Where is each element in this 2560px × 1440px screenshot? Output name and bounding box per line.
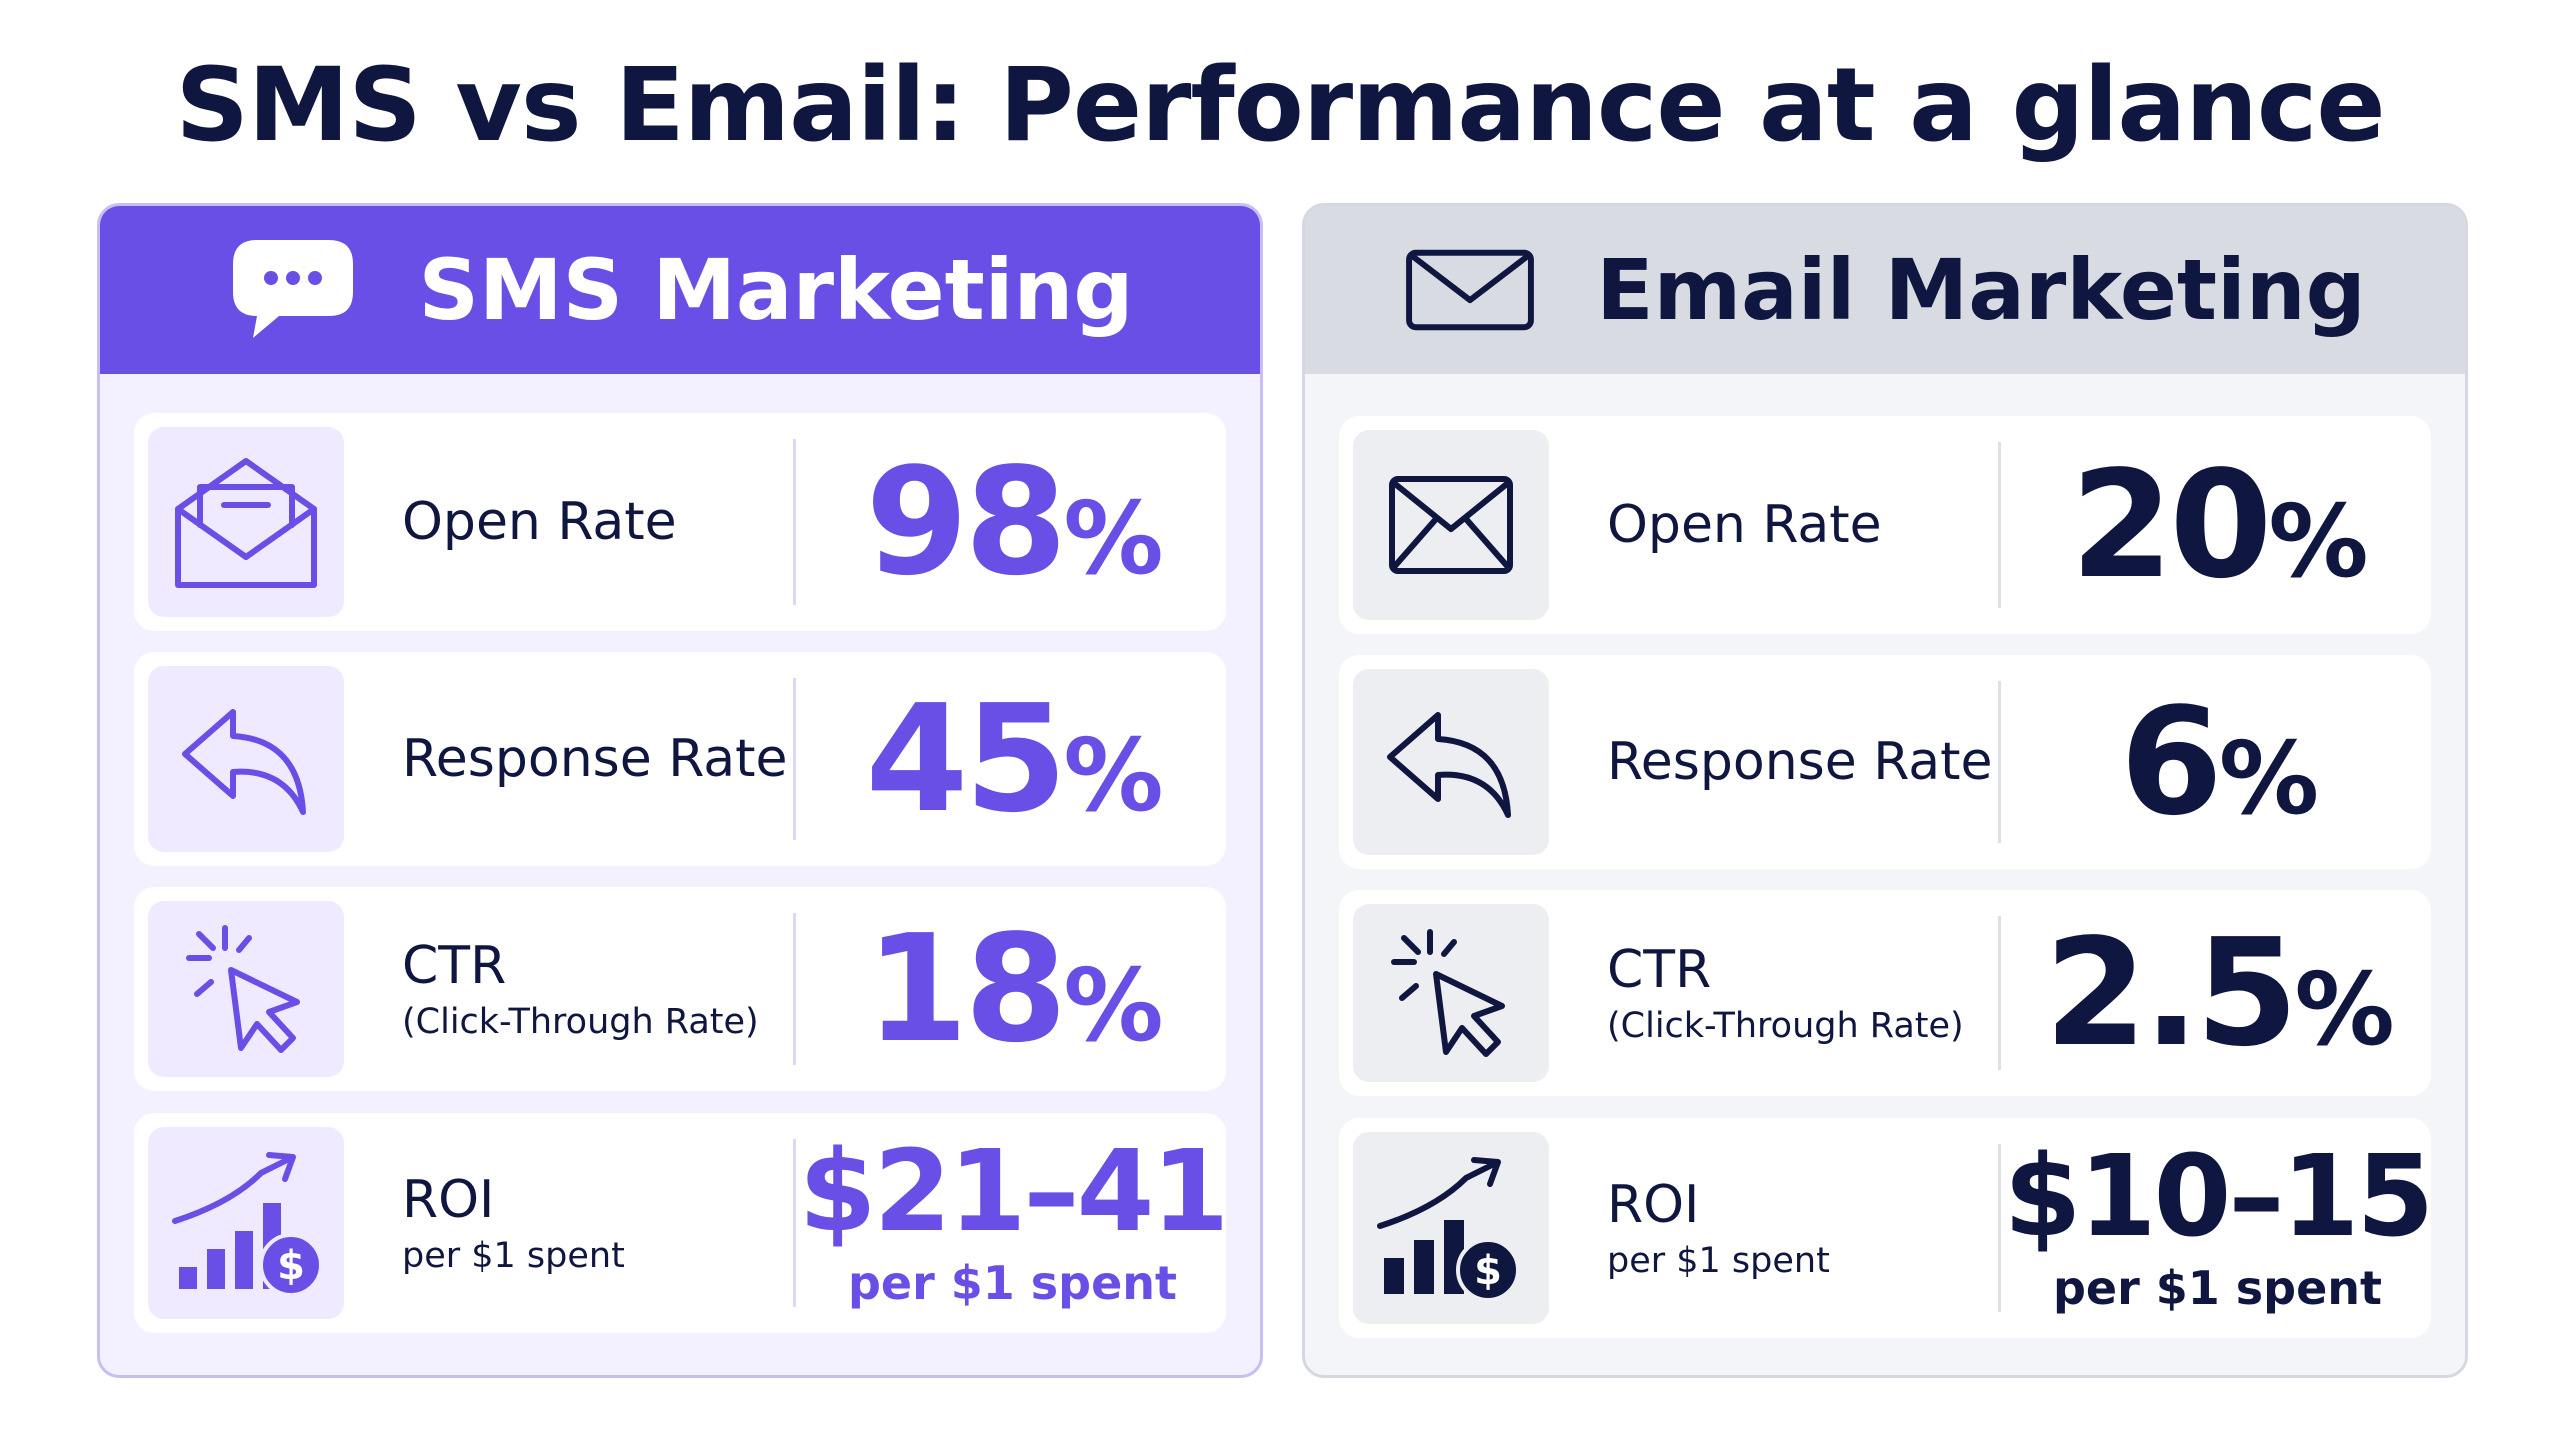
email-open-rate-value: 20% [2070,439,2368,611]
sms-roi-value: $21–41 [798,1127,1230,1257]
sms-panel-title: SMS Marketing [418,241,1134,339]
svg-text:$: $ [277,1243,305,1289]
row-divider [1998,681,2001,843]
email-ctr-value: 2.5% [2044,907,2394,1079]
click-cursor-icon [148,901,344,1077]
email-response-rate-value: 6% [2119,676,2319,848]
row-divider [1998,1144,2001,1312]
envelope-icon [1404,230,1536,350]
metric-label: ROI [1607,1175,1700,1235]
sms-roi-value-sub: per $1 spent [847,1256,1178,1310]
sms-roi-row: $ ROI per $1 spent $21–41 per $1 spent [134,1113,1230,1333]
sms-ctr-row: CTR (Click-Through Rate) 18% [134,887,1226,1091]
row-divider [793,913,796,1065]
sms-open-rate-row: Open Rate 98% [134,413,1226,631]
metric-sublabel: per $1 spent [1607,1241,1830,1281]
click-cursor-icon [1353,904,1549,1082]
email-open-rate-row: Open Rate 20% [1339,416,2431,634]
email-ctr-row: CTR (Click-Through Rate) 2.5% [1339,890,2431,1096]
metric-label: CTR [402,936,507,996]
sms-response-rate-row: Response Rate 45% [134,652,1226,866]
metric-sublabel: (Click-Through Rate) [1607,1006,1964,1046]
sms-response-rate-value: 45% [865,673,1163,845]
roi-growth-icon: $ [1353,1132,1549,1324]
row-divider [793,1139,796,1307]
metric-label: Response Rate [402,729,788,789]
row-divider [1998,916,2001,1070]
sms-open-rate-value: 98% [865,436,1163,608]
sms-ctr-value: 18% [865,903,1163,1075]
svg-text:$: $ [1474,1248,1502,1294]
metric-label: Open Rate [402,492,677,552]
row-divider [793,439,796,605]
chat-bubble-icon [227,230,359,350]
row-divider [793,678,796,840]
metric-label: Open Rate [1607,495,1882,555]
email-panel: Email Marketing Open Rate 20% [1302,203,2468,1378]
metric-label: ROI [402,1170,495,1230]
sms-panel-header: SMS Marketing [100,206,1260,374]
metric-label: CTR [1607,940,1712,1000]
metric-label: Response Rate [1607,732,1993,792]
envelope-icon [1353,430,1549,620]
email-panel-header: Email Marketing [1305,206,2465,374]
email-roi-value: $10–15 [2003,1132,2435,1262]
roi-growth-icon: $ [148,1127,344,1319]
open-envelope-icon [148,427,344,617]
reply-arrow-icon [1353,669,1549,855]
metric-sublabel: per $1 spent [402,1236,625,1276]
email-panel-title: Email Marketing [1596,241,2366,339]
row-divider [1998,442,2001,608]
email-roi-value-sub: per $1 spent [2052,1261,2383,1315]
sms-panel: SMS Marketing Open Rate 98% [97,203,1263,1378]
reply-arrow-icon [148,666,344,852]
email-response-rate-row: Response Rate 6% [1339,655,2431,869]
email-roi-row: $ ROI per $1 spent $10–15 per $1 spent [1339,1118,2435,1338]
page-title: SMS vs Email: Performance at a glance [175,46,2385,165]
metric-sublabel: (Click-Through Rate) [402,1002,759,1042]
